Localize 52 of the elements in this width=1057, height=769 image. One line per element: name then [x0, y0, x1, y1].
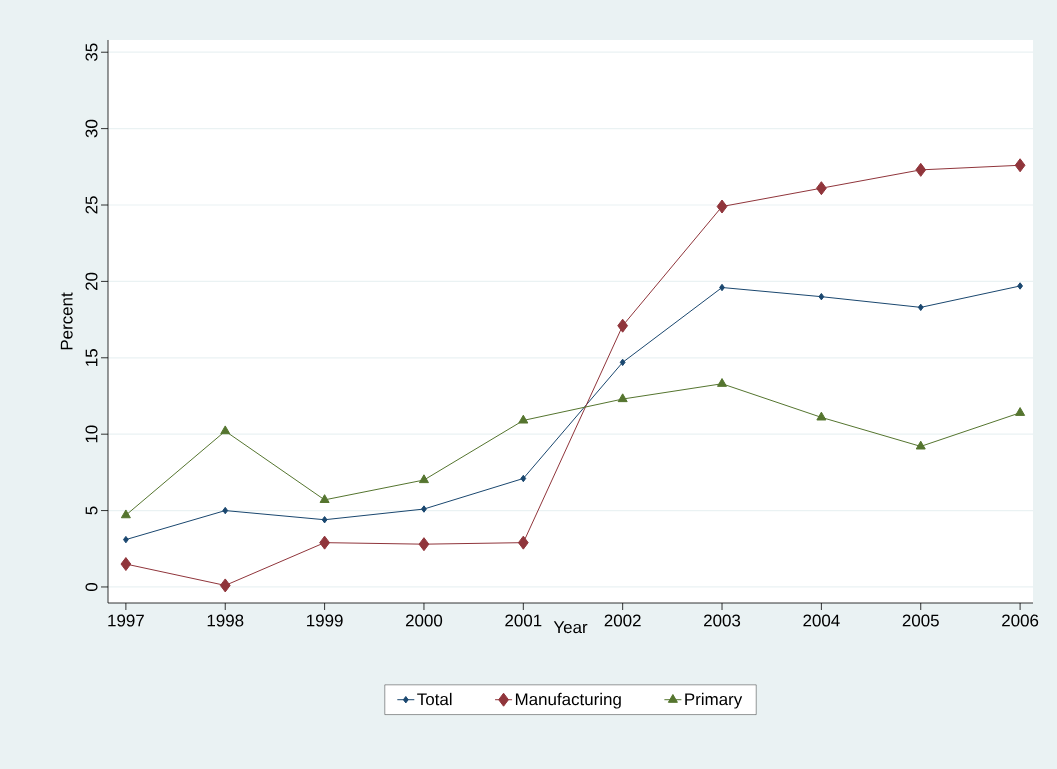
x-tick-label: 2005: [902, 614, 939, 627]
x-tick-label: 2004: [803, 614, 840, 627]
point: [319, 535, 330, 550]
x-tick-label: 2001: [505, 614, 542, 627]
x-tick-label: 1998: [207, 614, 244, 627]
y-tick-label: 15: [85, 349, 98, 366]
point: [619, 358, 626, 367]
x-axis-title: Year: [553, 621, 588, 634]
point: [120, 509, 131, 519]
point: [915, 440, 926, 450]
point: [222, 506, 229, 515]
point: [617, 393, 628, 403]
point: [421, 505, 427, 513]
point: [120, 557, 132, 572]
point: [716, 199, 728, 214]
point: [915, 162, 927, 177]
point: [617, 318, 629, 333]
x-tick-label: 2006: [1002, 614, 1039, 627]
x-tick-label: 2002: [604, 614, 641, 627]
legend-label: Total: [417, 692, 452, 706]
point: [1015, 407, 1026, 416]
x-tick-label: 2003: [704, 614, 741, 627]
y-tick-label: 35: [85, 43, 98, 61]
y-tick-label: 30: [85, 119, 98, 138]
point: [1014, 158, 1026, 173]
y-tick-label: 25: [85, 196, 98, 214]
x-tick-label: 1999: [307, 614, 343, 627]
point: [219, 578, 231, 593]
point: [418, 474, 429, 484]
point: [818, 292, 825, 301]
point: [517, 535, 529, 550]
legend-label: Manufacturing: [515, 692, 621, 709]
y-tick-label: 0: [85, 582, 98, 592]
y-tick-label: 20: [85, 272, 98, 290]
x-tick-label: 1997: [108, 614, 144, 627]
y-axis-title: Percent: [60, 292, 73, 350]
point: [1017, 282, 1023, 290]
x-tick-label: 2000: [405, 614, 443, 627]
y-tick-label: 10: [85, 425, 98, 443]
point: [816, 181, 827, 196]
point: [816, 411, 827, 421]
point: [418, 537, 430, 552]
point: [220, 425, 231, 435]
point: [520, 474, 527, 483]
point: [518, 414, 529, 424]
y-tick-label: 5: [85, 506, 98, 515]
point: [717, 378, 728, 387]
point: [319, 494, 330, 503]
legend-label: Primary: [685, 692, 743, 709]
point: [917, 303, 924, 312]
point: [122, 535, 129, 544]
point: [321, 516, 328, 524]
